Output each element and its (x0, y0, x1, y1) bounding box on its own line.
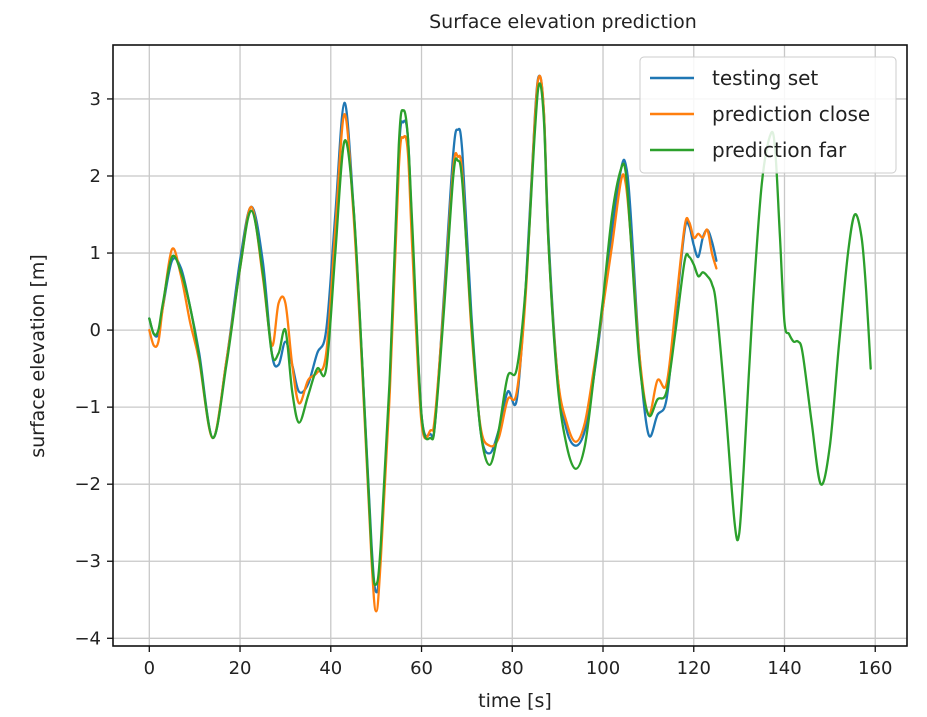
y-tick-label: −3 (74, 551, 101, 572)
legend-box (639, 56, 897, 174)
x-tick-label: 20 (229, 658, 252, 679)
y-tick-label: 0 (90, 320, 101, 341)
x-tick-label: 40 (319, 658, 342, 679)
legend-label-testing-set: testing set (712, 66, 818, 90)
y-tick-label: 2 (90, 166, 101, 187)
legend-label-prediction-close: prediction close (712, 102, 870, 126)
legend: testing set prediction close prediction fa… (639, 56, 897, 174)
y-tick-label: −4 (74, 628, 101, 649)
y-tick-label: −2 (74, 474, 101, 495)
x-tick-label: 100 (586, 658, 620, 679)
chart-title: Surface elevation prediction (429, 11, 697, 33)
y-tick-label: 3 (90, 89, 101, 110)
ticks: 0 20 40 60 80 100 120 140 160 −4 −3 −2 −1 0 1 2 3 (74, 89, 892, 679)
series-line-testing-set (148, 74, 718, 594)
x-axis-label: time [s] (478, 690, 552, 712)
legend-label-prediction-far: prediction far (712, 138, 847, 162)
y-axis-label: surface elevation [m] (27, 254, 49, 458)
x-tick-label: 60 (410, 658, 433, 679)
y-tick-label: −1 (74, 397, 101, 418)
x-tick-label: 160 (858, 658, 892, 679)
x-tick-label: 120 (677, 658, 711, 679)
x-tick-label: 140 (767, 658, 801, 679)
x-tick-label: 80 (501, 658, 524, 679)
y-tick-label: 1 (90, 243, 101, 264)
grid (113, 45, 907, 646)
plot-frame (112, 44, 908, 647)
series-line-prediction-close (148, 74, 718, 613)
x-tick-label: 0 (144, 658, 155, 679)
